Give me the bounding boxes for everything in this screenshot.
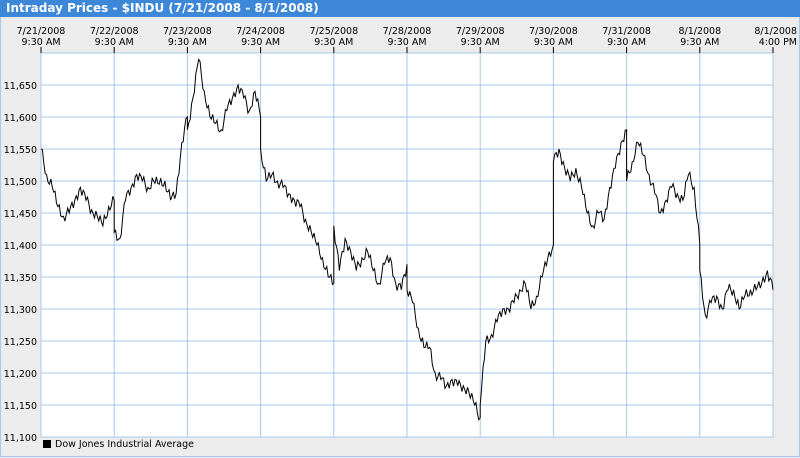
x-tick-date: 8/1/2008 bbox=[754, 26, 797, 37]
x-tick-time: 9:30 AM bbox=[21, 37, 60, 48]
x-tick-time: 9:30 AM bbox=[387, 37, 426, 48]
x-tick-time: 4:00 PM bbox=[759, 37, 797, 48]
y-tick-label: 11,600 bbox=[4, 113, 37, 124]
x-tick-date: 7/29/2008 bbox=[456, 26, 505, 37]
x-tick-time: 9:30 AM bbox=[607, 37, 646, 48]
y-tick-label: 11,550 bbox=[4, 145, 37, 156]
x-tick-time: 9:30 AM bbox=[461, 37, 500, 48]
legend-label: Dow Jones Industrial Average bbox=[55, 439, 194, 450]
y-tick-label: 11,150 bbox=[4, 401, 37, 412]
y-tick-label: 11,200 bbox=[4, 369, 37, 380]
y-tick-label: 11,300 bbox=[4, 305, 37, 316]
x-tick-time: 9:30 AM bbox=[314, 37, 353, 48]
y-tick-label: 11,250 bbox=[4, 337, 37, 348]
y-tick-label: 11,100 bbox=[4, 433, 37, 444]
window-title: Intraday Prices - $INDU (7/21/2008 - 8/1… bbox=[0, 0, 800, 17]
x-tick-date: 7/23/2008 bbox=[163, 26, 212, 37]
x-tick-date: 7/25/2008 bbox=[309, 26, 358, 37]
x-tick-date: 8/1/2008 bbox=[678, 26, 721, 37]
x-tick-date: 7/30/2008 bbox=[529, 26, 578, 37]
x-tick-time: 9:30 AM bbox=[534, 37, 573, 48]
x-tick-time: 9:30 AM bbox=[168, 37, 207, 48]
y-tick-label: 11,500 bbox=[4, 177, 37, 188]
x-tick-date: 7/22/2008 bbox=[90, 26, 139, 37]
y-tick-label: 11,350 bbox=[4, 273, 37, 284]
y-tick-label: 11,650 bbox=[4, 81, 37, 92]
x-tick-time: 9:30 AM bbox=[95, 37, 134, 48]
x-tick-date: 7/21/2008 bbox=[17, 26, 66, 37]
x-tick-date: 7/31/2008 bbox=[602, 26, 651, 37]
legend-swatch bbox=[43, 440, 51, 448]
x-tick-time: 9:30 AM bbox=[241, 37, 280, 48]
x-tick-time: 9:30 AM bbox=[680, 37, 719, 48]
y-tick-label: 11,400 bbox=[4, 241, 37, 252]
x-tick-date: 7/28/2008 bbox=[383, 26, 432, 37]
series-line-dow-jones bbox=[40, 58, 774, 421]
x-tick-date: 7/24/2008 bbox=[236, 26, 285, 37]
y-axis-ticks: 11,100 11,150 11,200 11,250 11,300 11,350 11,4… bbox=[4, 81, 37, 444]
y-tick-label: 11,450 bbox=[4, 209, 37, 220]
